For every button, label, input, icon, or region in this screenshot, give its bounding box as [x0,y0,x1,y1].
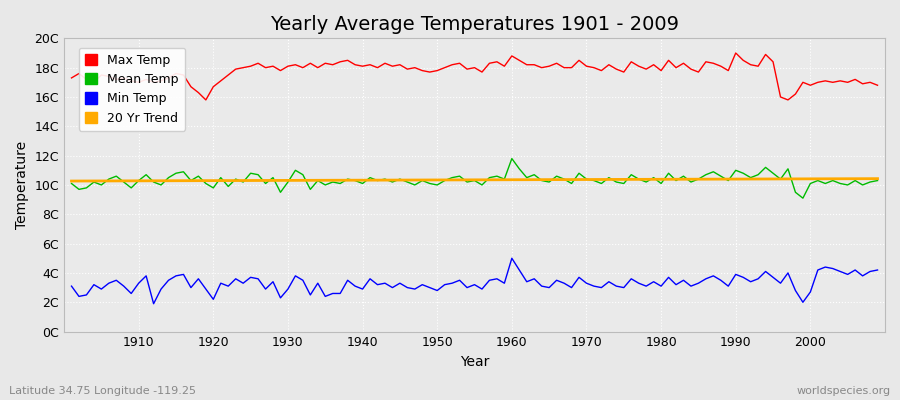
Mean Temp [335,181,346,186]
Mean Temp [66,181,77,186]
Mean Temp [604,175,615,180]
Mean Temp [290,168,301,173]
Max Temp [507,54,517,58]
Min Temp [507,256,517,261]
Y-axis label: Temperature: Temperature [15,141,29,229]
Mean Temp [507,156,517,161]
Line: 20 Yr Trend: 20 Yr Trend [71,179,878,181]
Line: Mean Temp: Mean Temp [71,158,878,198]
20 Yr Trend [507,177,517,182]
Min Temp [342,278,353,283]
Max Temp [514,58,525,63]
20 Yr Trend [335,178,346,183]
Max Temp [604,62,615,67]
Max Temp [342,58,353,63]
Mean Temp [126,186,137,190]
Min Temp [126,291,137,296]
Text: worldspecies.org: worldspecies.org [796,386,891,396]
Min Temp [298,278,309,283]
20 Yr Trend [499,177,509,182]
Line: Min Temp: Min Temp [71,258,878,304]
Mean Temp [514,166,525,171]
Mean Temp [872,178,883,183]
Mean Temp [797,196,808,200]
Min Temp [514,268,525,272]
20 Yr Trend [66,179,77,184]
Min Temp [148,301,159,306]
20 Yr Trend [290,178,301,183]
Mean Temp [499,177,509,182]
Max Temp [872,83,883,88]
20 Yr Trend [126,178,137,183]
20 Yr Trend [872,176,883,181]
Text: Latitude 34.75 Longitude -119.25: Latitude 34.75 Longitude -119.25 [9,386,196,396]
Min Temp [521,279,532,284]
Min Temp [611,284,622,288]
Max Temp [298,65,309,70]
Max Temp [126,78,137,83]
Title: Yearly Average Temperatures 1901 - 2009: Yearly Average Temperatures 1901 - 2009 [270,15,679,34]
Min Temp [66,284,77,288]
Max Temp [730,50,741,55]
X-axis label: Year: Year [460,355,490,369]
Min Temp [872,268,883,272]
Line: Max Temp: Max Temp [71,53,878,100]
Max Temp [201,98,212,102]
Max Temp [66,76,77,80]
Legend: Max Temp, Mean Temp, Min Temp, 20 Yr Trend: Max Temp, Mean Temp, Min Temp, 20 Yr Tre… [78,48,185,131]
20 Yr Trend [596,177,607,182]
